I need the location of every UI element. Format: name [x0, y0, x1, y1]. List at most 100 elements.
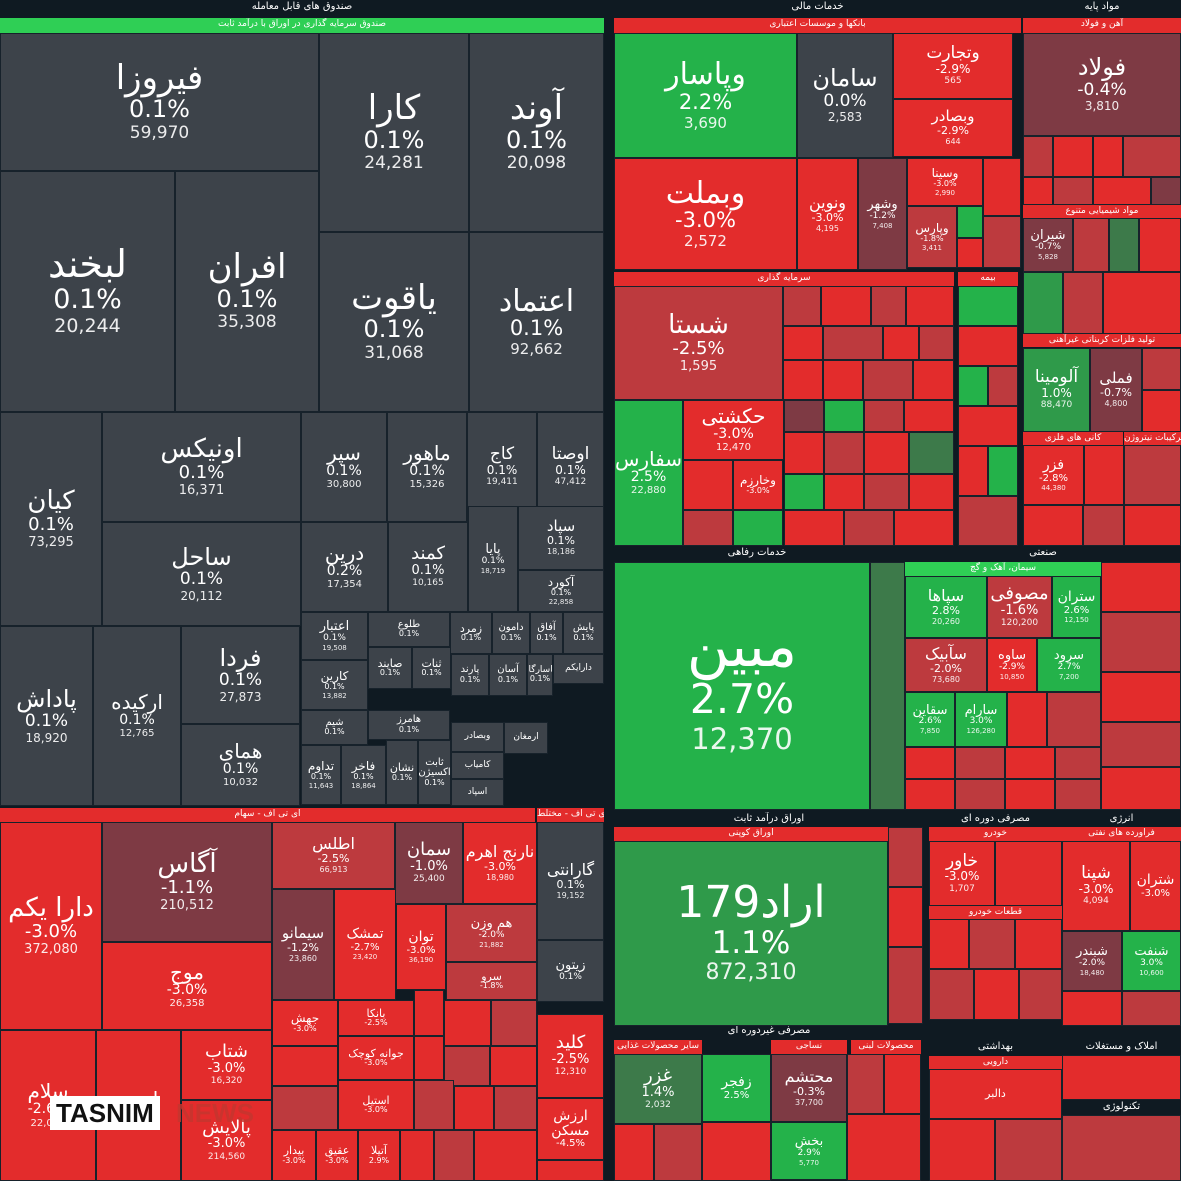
treemap-cell-minor[interactable] — [905, 747, 955, 779]
treemap-cell-minor[interactable] — [1124, 505, 1181, 546]
treemap-tile[interactable]: ساحل 0.1% 20,112 — [102, 522, 301, 626]
treemap-tile[interactable]: جوانه کوچک -3.0% — [338, 1036, 414, 1080]
treemap-tile[interactable]: گارانتی 0.1% 19,152 — [537, 822, 604, 940]
treemap-cell-minor[interactable] — [1005, 779, 1055, 810]
treemap-cell-minor[interactable] — [957, 238, 983, 268]
treemap-cell-minor[interactable] — [1093, 177, 1151, 205]
treemap-tile[interactable]: صایند 0.1% — [368, 647, 412, 689]
treemap-cell-minor[interactable] — [1101, 562, 1181, 612]
treemap-cell-minor[interactable] — [823, 326, 883, 360]
treemap-cell-minor[interactable] — [1062, 991, 1122, 1026]
treemap-tile[interactable]: محتشم -0.3% 37,700 — [771, 1054, 847, 1122]
treemap-tile[interactable]: پایش 0.1% — [563, 612, 604, 654]
treemap-cell-minor[interactable] — [1101, 612, 1181, 672]
treemap-tile[interactable]: خاور -3.0% 1,707 — [929, 841, 995, 906]
treemap-tile[interactable]: کیان 0.1% 73,295 — [0, 412, 102, 626]
treemap-cell-minor[interactable] — [414, 1080, 454, 1130]
treemap-cell-minor[interactable] — [995, 1119, 1062, 1181]
treemap-tile[interactable]: زفجر 2.5% — [702, 1054, 771, 1122]
treemap-tile[interactable]: سآبیک -2.0% 73,680 — [905, 638, 987, 692]
treemap-tile[interactable]: سمان -1.0% 25,400 — [395, 822, 463, 904]
treemap-tile[interactable]: سپاها 2.8% 20,260 — [905, 576, 987, 638]
treemap-cell-minor[interactable] — [1005, 747, 1055, 779]
treemap-cell-minor[interactable] — [988, 446, 1018, 496]
treemap-cell-minor[interactable] — [864, 474, 909, 510]
treemap-tile[interactable]: بیدار -3.0% — [272, 1130, 316, 1181]
treemap-cell-minor[interactable] — [1142, 348, 1181, 390]
treemap-tile[interactable]: زمرد 0.1% — [450, 612, 492, 654]
treemap-cell-minor[interactable] — [733, 510, 783, 546]
treemap-tile[interactable]: بخش 2.9% 5,770 — [771, 1122, 847, 1180]
treemap-cell-minor[interactable] — [955, 747, 1005, 779]
treemap-tile[interactable]: وبملت -3.0% 2,572 — [614, 158, 797, 270]
treemap-tile[interactable]: شستا -2.5% 1,595 — [614, 286, 783, 400]
treemap-cell-minor[interactable] — [844, 510, 894, 546]
treemap-cell-minor[interactable] — [958, 286, 1018, 326]
treemap-tile[interactable]: آکورد 0.1% 22,858 — [518, 570, 604, 612]
treemap-cell-minor[interactable] — [883, 326, 919, 360]
treemap-cell-minor[interactable] — [1062, 1055, 1181, 1100]
treemap-cell-minor[interactable] — [702, 1122, 771, 1181]
treemap-tile[interactable]: اونیکس 0.1% 16,371 — [102, 412, 301, 522]
treemap-cell-minor[interactable] — [1015, 919, 1062, 969]
treemap-tile[interactable]: پالایش -3.0% 214,560 — [181, 1100, 272, 1181]
treemap-cell-minor[interactable] — [614, 1124, 654, 1181]
treemap-tile[interactable]: نشان 0.1% — [386, 740, 418, 805]
treemap-tile[interactable]: وشهر -1.2% 7,408 — [858, 158, 907, 270]
treemap-cell-minor[interactable] — [1084, 445, 1124, 505]
treemap-tile[interactable]: آوند 0.1% 20,098 — [469, 33, 604, 232]
treemap-tile[interactable]: پایا 0.1% 18,719 — [468, 506, 518, 612]
treemap-tile[interactable]: موج -3.0% 26,358 — [102, 942, 272, 1030]
treemap-cell-minor[interactable] — [1083, 505, 1124, 546]
treemap-cell-minor[interactable] — [958, 406, 1018, 446]
treemap-tile[interactable]: آتیلا 2.9% — [358, 1130, 400, 1181]
treemap-cell-minor[interactable] — [847, 1114, 921, 1181]
treemap-cell-minor[interactable] — [888, 947, 923, 1024]
treemap-tile[interactable]: سپر 0.1% 30,800 — [301, 412, 387, 522]
treemap-tile[interactable]: وپاسار 2.2% 3,690 — [614, 33, 797, 158]
treemap-tile[interactable]: ثابت اکسیژن 0.1% — [418, 740, 451, 805]
treemap-cell-minor[interactable] — [784, 432, 824, 474]
treemap-tile[interactable]: طلوع 0.1% — [368, 612, 450, 647]
treemap-cell-minor[interactable] — [888, 827, 923, 887]
treemap-tile[interactable]: اوصتا 0.1% 47,412 — [537, 412, 604, 522]
treemap-tile[interactable]: آفاق 0.1% — [530, 612, 563, 654]
treemap-cell-minor[interactable] — [909, 432, 954, 474]
treemap-tile[interactable]: هم وزن -2.0% 21,882 — [446, 904, 537, 962]
treemap-tile[interactable]: یاقوت 0.1% 31,068 — [319, 232, 469, 412]
treemap-tile[interactable]: شیم 0.1% — [301, 710, 368, 745]
treemap-tile[interactable]: آلومینا 1.0% 88,470 — [1023, 348, 1090, 432]
treemap-tile[interactable]: زیتون 0.1% — [537, 940, 604, 1002]
treemap-cell-minor[interactable] — [1007, 692, 1047, 747]
treemap-tile[interactable]: استیل -3.0% — [338, 1080, 414, 1130]
treemap-cell-minor[interactable] — [1101, 722, 1181, 767]
treemap-cell-minor[interactable] — [983, 216, 1021, 268]
treemap-cell-minor[interactable] — [1093, 136, 1123, 177]
treemap-cell-minor[interactable] — [919, 326, 954, 360]
treemap-tile[interactable]: فزر -2.8% 44,380 — [1023, 445, 1084, 505]
treemap-cell-minor[interactable] — [824, 432, 864, 474]
treemap-tile[interactable]: شیران -0.7% 5,828 — [1023, 218, 1073, 272]
treemap-cell-minor[interactable] — [958, 326, 1018, 366]
treemap-tile[interactable]: دامون 0.1% — [492, 612, 530, 654]
treemap-cell-minor[interactable] — [1139, 218, 1181, 272]
treemap-tile[interactable]: وبصادر — [451, 722, 504, 752]
treemap-cell-minor[interactable] — [847, 1054, 884, 1114]
treemap-tile[interactable]: کارا 0.1% 24,281 — [319, 33, 469, 232]
treemap-tile[interactable]: سارام 3.0% 126,280 — [955, 692, 1007, 747]
treemap-cell-minor[interactable] — [988, 366, 1018, 406]
treemap-cell-minor[interactable] — [1055, 779, 1101, 810]
treemap-tile[interactable]: کارین 0.1% 13,882 — [301, 660, 368, 710]
treemap-cell-minor[interactable] — [1122, 991, 1181, 1026]
treemap-tile[interactable]: سپاد 0.1% 18,186 — [518, 506, 604, 570]
treemap-tile[interactable]: دارا یکم -3.0% 372,080 — [0, 822, 102, 1030]
treemap-tile[interactable]: شنفت 3.0% 10,600 — [1122, 931, 1181, 991]
treemap-cell-minor[interactable] — [995, 841, 1062, 906]
treemap-tile[interactable]: ماهور 0.1% 15,326 — [387, 412, 467, 522]
treemap-tile[interactable]: توان -3.0% 36,190 — [396, 904, 446, 990]
treemap-cell-minor[interactable] — [905, 779, 955, 810]
treemap-cell-minor[interactable] — [913, 360, 954, 400]
treemap-cell-minor[interactable] — [888, 887, 923, 947]
treemap-tile[interactable]: هامرز 0.1% — [368, 710, 450, 740]
treemap-cell-minor[interactable] — [1151, 177, 1181, 205]
